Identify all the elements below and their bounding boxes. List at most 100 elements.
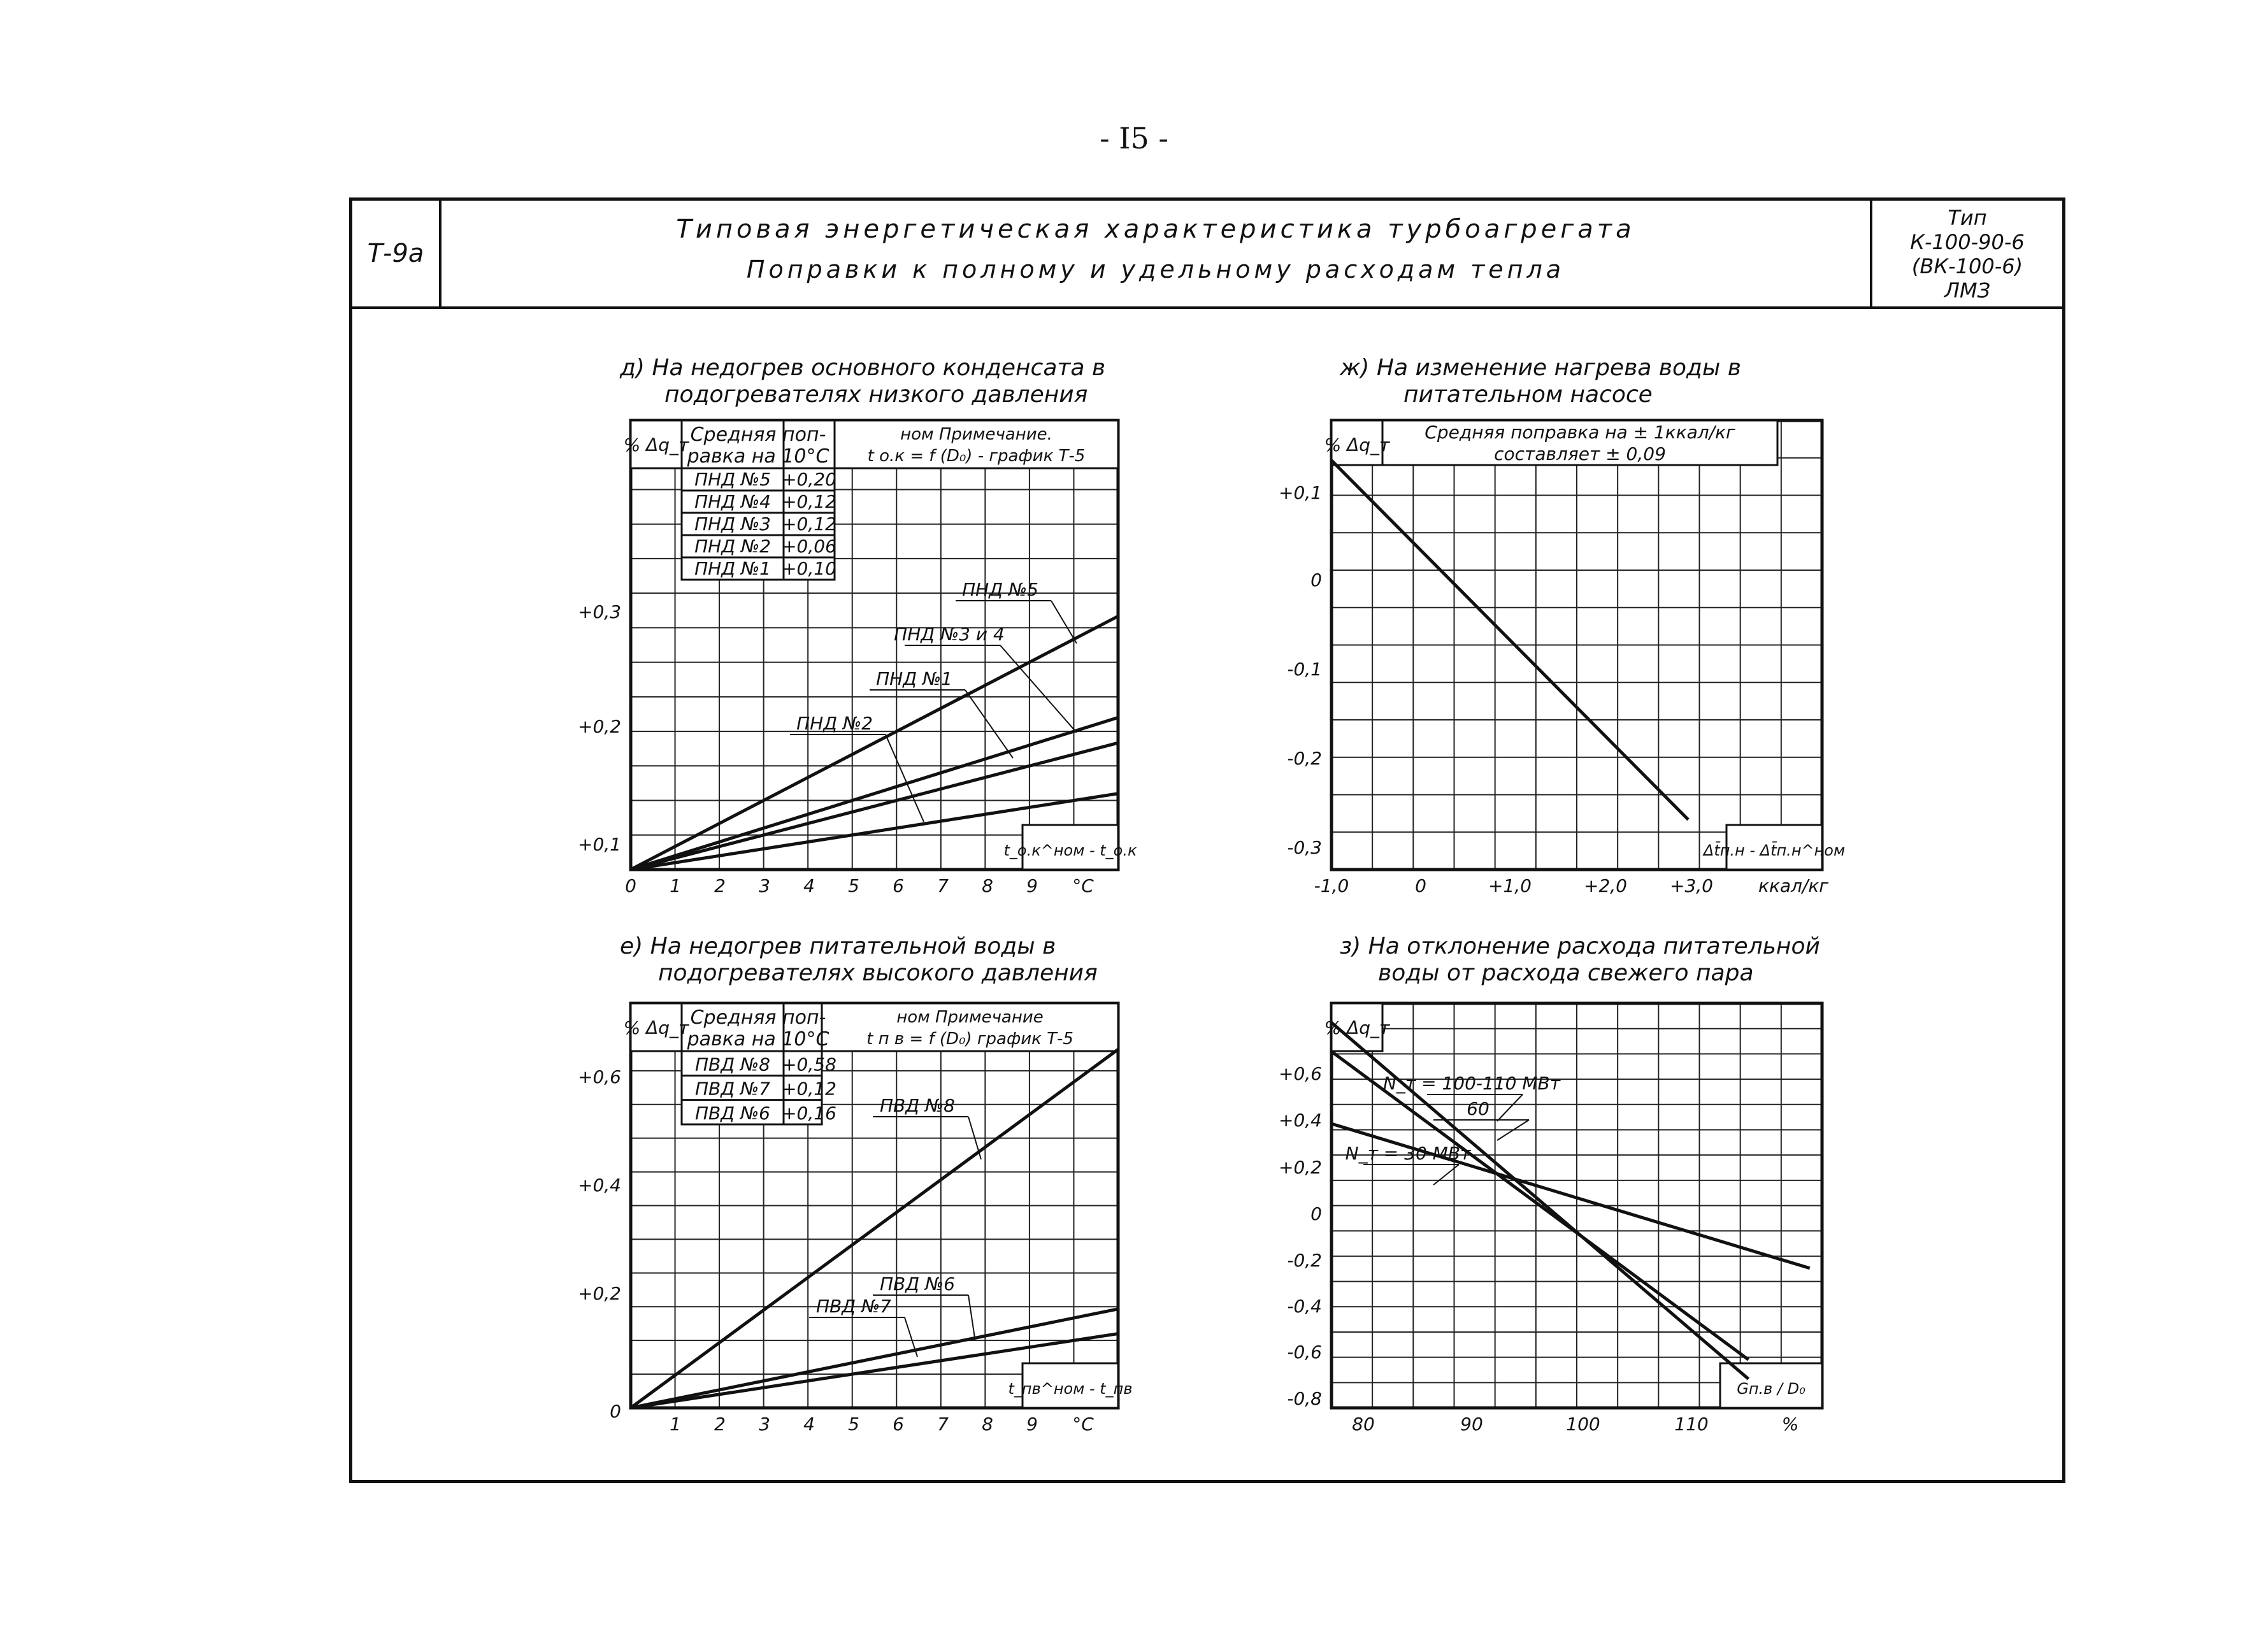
x-tick-label: 3 [759,875,770,896]
sheet-title: Типовая энергетическая характеристика ту… [676,215,1635,244]
series-line [630,1332,1119,1410]
turbine-type: Тип К-100-90-6 (ВК-100-6) ЛМЗ [1872,201,2062,306]
table-cell: +0,16 [782,1103,836,1124]
x-tick-label: 0 [1415,875,1426,896]
x-tick-label: 8 [982,875,993,896]
chart-zh: Средняя поправка на ± 1ккал/кгсоставляет… [1279,419,1845,896]
y-tick-label: +0,1 [578,834,621,855]
leader-line [968,1294,975,1338]
series-line [1331,1122,1811,1270]
x-tick-label: 110 [1674,1414,1708,1435]
x-axis-label-box [1021,1362,1119,1409]
leader-line [968,1116,982,1160]
title-line: воды от расхода свежего пара [1378,960,1754,986]
series-line [630,792,1119,871]
table-cell: ПНД №4 [694,491,771,512]
y-tick-label: +0,2 [578,1283,621,1304]
note-cell [821,1002,1119,1052]
x-tick-label: 9 [1026,875,1038,896]
y-axis-label: % Δq_т [1324,434,1390,455]
table-cell: ПНД №2 [694,536,771,557]
series-label: ПНД №3 и 4 [894,624,1005,645]
y-axis-label: % Δq_т [624,1017,689,1038]
chart-z: % Δq_т Gп.в / D₀ 80 90 100 110 % +0,6 +0,4 +0,2 0 -… [1279,1001,1824,1435]
x-axis-label: t_пв^ном - t_пв [1008,1380,1133,1398]
x-tick-label: 5 [848,1414,859,1435]
y-tick-label: +0,1 [1279,482,1322,503]
x-tick-label: 9 [1026,1414,1038,1435]
table-frame [680,1002,823,1126]
table-cell: ПВД №6 [695,1103,770,1124]
table-cell: +0,10 [782,558,836,579]
x-tick-label: 4 [803,1414,815,1435]
type-line: (ВК-100-6) [1911,254,2023,278]
chart-e: Средняя поп-равка на 10°С ПВД №8 +0,58 ПВД … [578,1001,1133,1435]
table-header: Средняя поп- [691,1007,826,1029]
table-cell: ПВД №8 [695,1054,770,1075]
y-tick-label: 0 [1310,1203,1322,1224]
table-header: равка на 10°С [687,445,829,468]
leader-line [1000,645,1077,733]
x-axis-label: Δt̄п.н - Δt̄п.н^ном [1702,841,1845,859]
chart-z-title: з) На отклонение расхода питательной вод… [1340,933,1820,987]
title-line: подогревателях высокого давления [658,960,1098,986]
series-line [630,1307,1119,1410]
sheet-code: Т-9а [352,201,441,306]
page-number: - I5 - [1100,121,1168,155]
series-label: ПВД №7 [816,1296,891,1317]
x-tick-label: 2 [714,875,726,896]
x-axis-label: Gп.в / D₀ [1737,1380,1805,1398]
note-text: Средняя поправка на ± 1ккал/кг [1425,422,1735,443]
title-line: питательном насосе [1403,382,1653,408]
title-cell: Типовая энергетическая характеристика ту… [441,201,1872,306]
series-label: ПНД №5 [962,579,1038,600]
table-cell: ПНД №3 [694,513,771,534]
x-tick-label: 100 [1566,1414,1600,1435]
note-text: ном Примечание [896,1008,1044,1027]
title-block: Т-9а Типовая энергетическая характеристи… [352,201,2062,309]
y-axis-label: % Δq_т [624,434,689,455]
table-cell: ПНД №5 [694,469,771,490]
series-line [1330,1021,1750,1380]
y-tick-label: -0,1 [1287,659,1322,680]
title-line: подогревателях низкого давления [664,382,1088,408]
table-cell: +0,20 [782,469,836,490]
x-tick-label: -1,0 [1314,875,1349,896]
table-header: Средняя поп- [691,424,826,446]
x-axis-label-box [1021,824,1119,871]
table-cell: ПНД №1 [694,558,771,579]
y-tick-label: +0,6 [1279,1063,1322,1084]
y-tick-label: 0 [610,1401,621,1422]
x-tick-label: 80 [1352,1414,1375,1435]
y-tick-label: +0,3 [578,601,621,622]
ylabel-cell [629,419,683,469]
type-line: К-100-90-6 [1910,230,2025,254]
type-line: Тип [1948,206,1987,230]
x-tick-label: ккал/кг [1758,875,1828,896]
series-label: 60 [1467,1098,1489,1119]
y-tick-label: +0,4 [1279,1110,1322,1131]
table-cell: +0,12 [782,491,836,512]
series-line [629,1048,1119,1410]
table-cell: +0,58 [782,1054,836,1075]
table-cell: +0,12 [782,1079,836,1100]
y-tick-label: 0 [1310,570,1322,591]
x-tick-label: 4 [803,875,815,896]
title-line: ж) На изменение нагрева воды в [1340,355,1741,381]
x-tick-label: 0 [625,875,636,896]
ylabel-cell [1330,419,1384,466]
x-tick-label: 7 [937,875,949,896]
table-header: равка на 10°С [687,1028,829,1050]
x-tick-label: 1 [670,1414,681,1435]
table-cell: +0,12 [782,513,836,534]
series-label: ПНД №2 [796,713,873,734]
x-tick-label: 90 [1460,1414,1483,1435]
y-tick-label: -0,4 [1287,1296,1322,1317]
note-cell [1381,419,1779,466]
y-tick-label: -0,2 [1287,748,1322,769]
y-tick-label: -0,6 [1287,1342,1322,1363]
series-label: N_т = 30 МВт [1346,1143,1471,1164]
table-cell: +0,06 [782,536,836,557]
x-tick-label: % [1782,1414,1799,1435]
